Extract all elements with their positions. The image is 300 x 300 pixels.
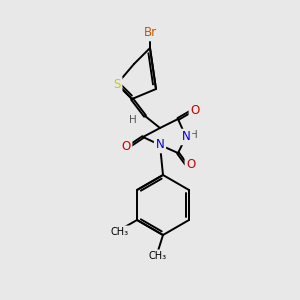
Text: O: O — [190, 104, 200, 118]
Text: H: H — [190, 130, 198, 140]
Text: N: N — [182, 130, 190, 143]
Text: H: H — [129, 115, 137, 125]
Text: N: N — [156, 139, 164, 152]
Text: CH₃: CH₃ — [111, 227, 129, 237]
Text: Br: Br — [143, 26, 157, 40]
Text: S: S — [113, 77, 121, 91]
Text: CH₃: CH₃ — [149, 251, 167, 261]
Text: O: O — [122, 140, 130, 152]
Text: O: O — [186, 158, 196, 172]
